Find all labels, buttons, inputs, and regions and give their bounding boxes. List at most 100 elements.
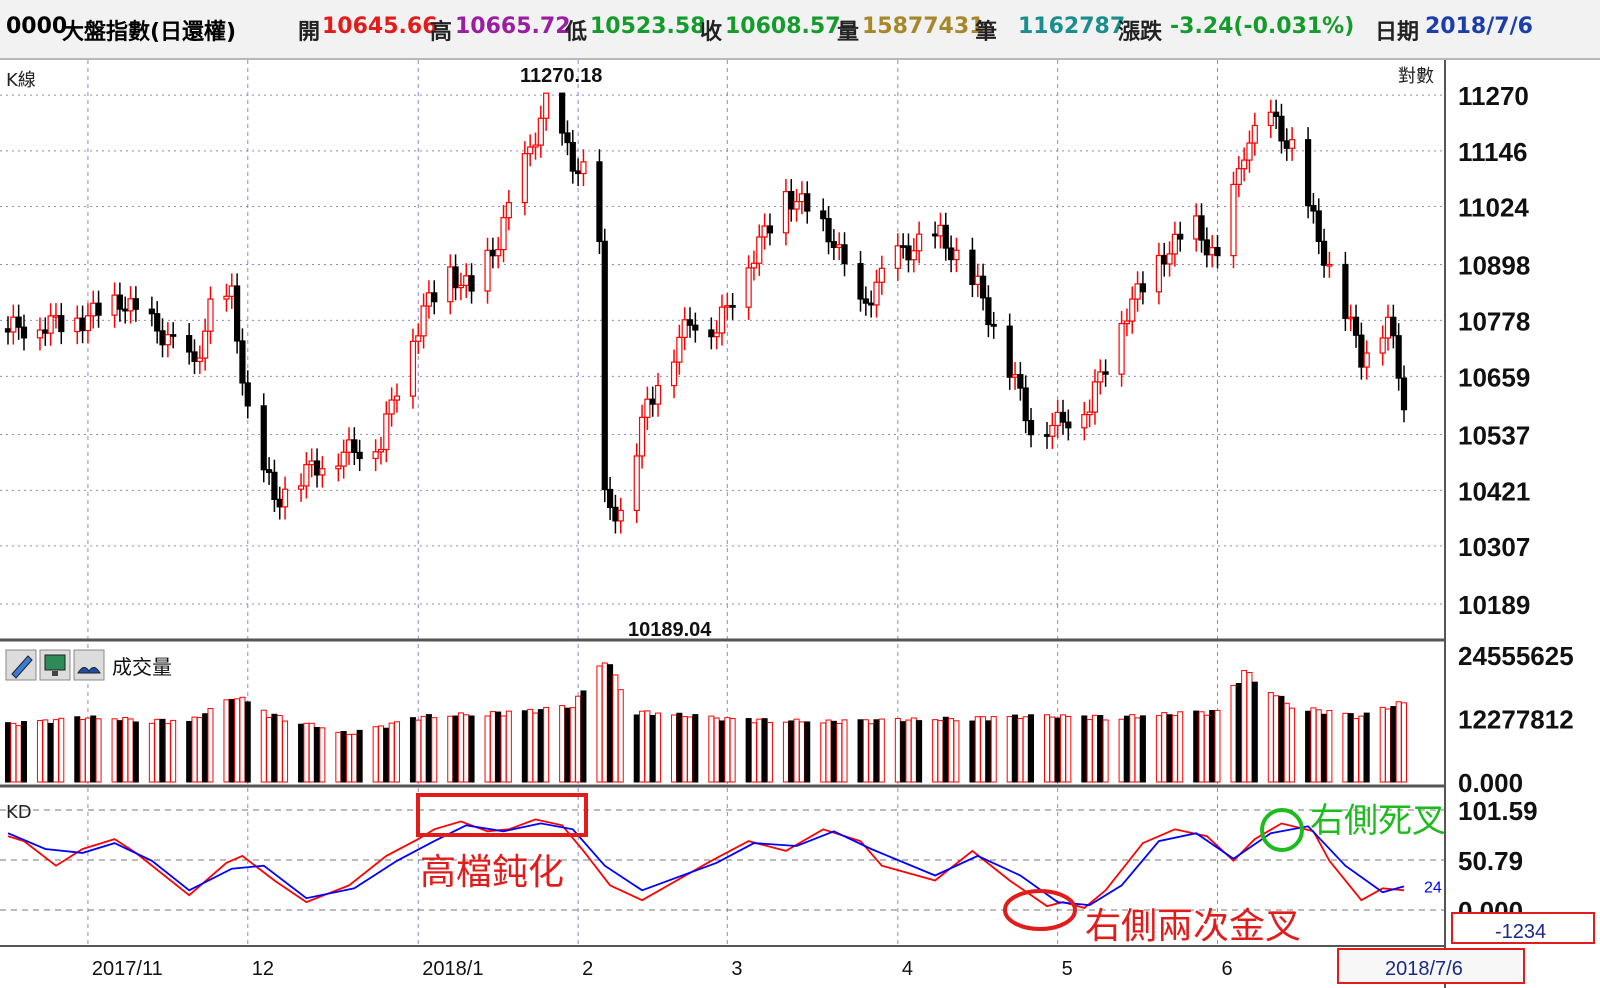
volume-bar xyxy=(1198,711,1205,783)
volume-bar xyxy=(756,718,763,783)
pencil-icon[interactable] xyxy=(5,649,37,681)
volume-bar xyxy=(298,723,305,783)
volume-bar xyxy=(393,721,400,783)
volume-bar xyxy=(862,719,869,783)
date-tick-label: 12 xyxy=(252,958,274,980)
volume-bar xyxy=(985,720,992,783)
candle-body xyxy=(505,202,512,219)
high-value: 10665.72 xyxy=(455,14,571,39)
candle-body xyxy=(281,488,289,508)
candle-body xyxy=(1209,247,1216,256)
stock-chart[interactable]: 24 1127011146110241089810778106591053710… xyxy=(0,60,1600,988)
volume-bar xyxy=(942,716,949,783)
candle-body xyxy=(569,141,576,172)
candle-body xyxy=(1059,411,1067,423)
candle-body xyxy=(830,241,837,249)
candle-body xyxy=(1177,233,1184,240)
candle-body xyxy=(234,285,241,342)
volume-bar xyxy=(372,726,379,783)
volume-bar xyxy=(1203,714,1210,783)
candle-body xyxy=(420,305,427,337)
kd-d-line xyxy=(7,822,1405,907)
candle-body xyxy=(900,245,907,248)
volume-bar xyxy=(122,716,129,783)
candle-body xyxy=(415,335,422,342)
kd-panel: 24 xyxy=(7,818,1442,909)
volume-bar xyxy=(276,715,283,783)
kd-panel-label: KD xyxy=(6,802,32,823)
volume-bar xyxy=(1385,708,1392,783)
volume-bar xyxy=(36,720,43,783)
candle-body xyxy=(1347,316,1354,320)
volume-bar xyxy=(1102,719,1109,783)
candle-body xyxy=(1011,374,1019,378)
candle-body xyxy=(692,324,699,331)
book-icon[interactable] xyxy=(73,649,105,681)
candle-body xyxy=(947,247,955,261)
golden-cross-annotation: 右側兩次金叉 xyxy=(1085,906,1301,947)
date-tick-label: 2018/1 xyxy=(422,958,483,980)
volume-bar xyxy=(782,721,789,783)
candle-body xyxy=(1278,115,1285,142)
volume-bar xyxy=(388,722,395,783)
candle-body xyxy=(1342,263,1349,319)
volume-bar xyxy=(580,690,587,783)
volume-bar xyxy=(425,714,432,783)
candle-body xyxy=(1230,183,1237,257)
candle-body xyxy=(575,170,582,175)
candle-body xyxy=(111,294,118,316)
volume-bar xyxy=(431,717,438,783)
price-tick-label: 10659 xyxy=(1458,362,1530,392)
volume-bar xyxy=(356,729,363,783)
candle-body xyxy=(1129,298,1136,322)
candle-body xyxy=(20,326,28,339)
volume-bar xyxy=(1134,717,1141,783)
volume-bar xyxy=(766,722,773,783)
volume-bar xyxy=(990,716,997,783)
volume-bar xyxy=(617,689,624,783)
price-tick-label: 10778 xyxy=(1458,306,1530,336)
monitor-icon[interactable] xyxy=(39,649,71,681)
candle-body xyxy=(1017,374,1024,389)
candle-body xyxy=(1310,205,1317,212)
volume-bar xyxy=(42,719,49,783)
volume-bar xyxy=(95,718,102,783)
volume-bar xyxy=(601,662,608,783)
candle-body xyxy=(1251,124,1258,144)
volume-bar xyxy=(969,720,976,783)
volume-bar xyxy=(1022,716,1029,783)
volume-bar xyxy=(1044,714,1051,783)
candle-body xyxy=(825,218,832,243)
candle-body xyxy=(1139,283,1147,293)
candle-body xyxy=(868,302,875,306)
grid xyxy=(0,60,1445,946)
candle-body xyxy=(1171,233,1178,255)
date-value: 2018/7/6 xyxy=(1425,14,1533,39)
candle-body xyxy=(1315,210,1322,242)
log-scale-label: 對數 xyxy=(1398,66,1434,87)
volume-bar xyxy=(244,701,251,783)
candle-body xyxy=(537,117,544,146)
volume-bar xyxy=(74,716,81,783)
candle-body xyxy=(1283,140,1290,149)
candle-body xyxy=(90,302,97,317)
volume-bar xyxy=(58,717,65,783)
volume-bar xyxy=(1241,670,1248,783)
candle-body xyxy=(1198,215,1205,241)
candle-body xyxy=(1379,337,1386,354)
kd-k-line xyxy=(7,818,1405,909)
candle-body xyxy=(388,399,395,415)
candle-body xyxy=(265,469,273,473)
candle-body xyxy=(271,471,278,500)
candle-body xyxy=(383,413,390,451)
candle-body xyxy=(1097,371,1104,383)
volume-bar xyxy=(612,674,619,783)
candle-body xyxy=(1235,168,1242,186)
candle-body xyxy=(676,336,683,363)
candle-body xyxy=(532,144,539,148)
volume-bar xyxy=(900,721,907,783)
volume-bar xyxy=(1118,718,1125,783)
candle-body xyxy=(170,334,177,337)
volume-bar xyxy=(644,710,651,783)
volume-bar xyxy=(1129,714,1136,783)
